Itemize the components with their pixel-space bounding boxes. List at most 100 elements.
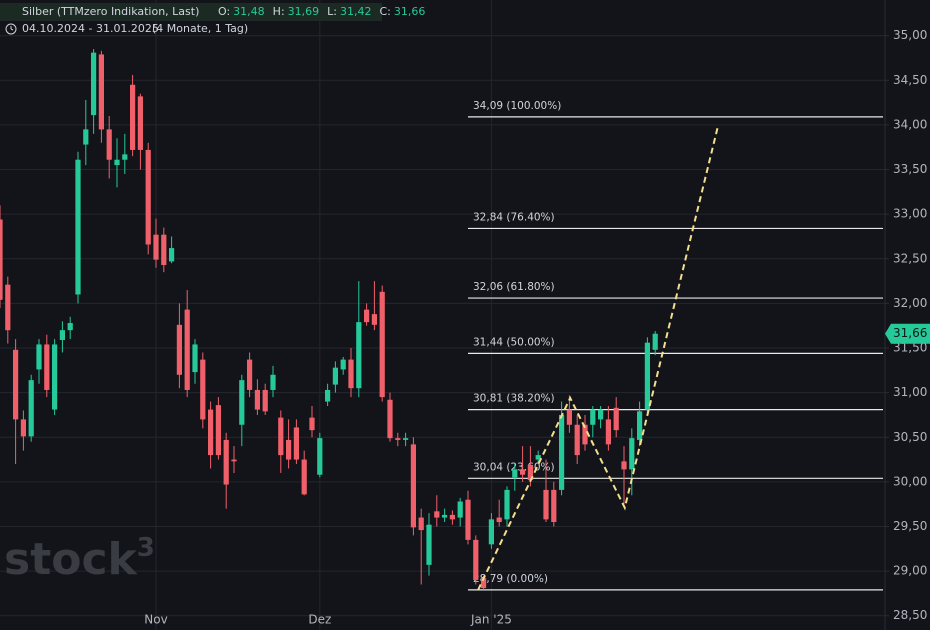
candle-body xyxy=(621,461,627,470)
candle-body xyxy=(457,501,463,518)
candle-body xyxy=(403,438,409,440)
candle-body xyxy=(543,489,549,520)
candle-body xyxy=(98,54,104,130)
candle-body xyxy=(215,405,221,456)
ohlc-value: 31,69 xyxy=(288,5,320,18)
header-bg xyxy=(0,3,382,21)
candle-body xyxy=(13,349,19,420)
candle-body xyxy=(270,374,276,390)
y-tick-label: 32,00 xyxy=(893,296,927,310)
fib-label: 30,81 (38.20%) xyxy=(473,393,555,405)
candle-body xyxy=(122,154,128,160)
candle-body xyxy=(395,438,401,440)
watermark-sup: 3 xyxy=(137,533,155,563)
candle-body xyxy=(629,438,635,470)
x-tick-label: Jan '25 xyxy=(470,613,512,627)
candle-body xyxy=(551,489,557,523)
last-price-label: 31,66 xyxy=(893,326,927,340)
last-price-tag xyxy=(885,323,930,344)
x-tick-label: Dez xyxy=(308,613,331,627)
y-tick-label: 33,50 xyxy=(893,162,927,176)
candle-body xyxy=(449,514,455,520)
candle-body xyxy=(169,248,175,262)
ohlc-key: O: xyxy=(218,5,230,18)
y-tick-label: 33,00 xyxy=(893,207,927,221)
candle-body xyxy=(153,234,159,260)
candle-body xyxy=(52,344,58,410)
candle-body xyxy=(176,324,182,375)
candle-body xyxy=(613,407,619,431)
candle-body xyxy=(231,459,237,462)
candle-body xyxy=(75,159,81,295)
y-tick-label: 30,50 xyxy=(893,430,927,444)
candle-body xyxy=(223,439,229,485)
plot: 34,09 (100.00%) 32,84 (76.40%) 32,06 (61.8… xyxy=(0,49,883,591)
fib-label: 28,79 (0.00%) xyxy=(473,573,548,585)
y-tick-label: 31,00 xyxy=(893,385,927,399)
candle-body xyxy=(465,499,471,540)
candle-body xyxy=(512,469,518,478)
candle-body xyxy=(325,389,331,402)
candle-body xyxy=(574,424,580,456)
candle-body xyxy=(36,344,42,370)
ohlc-value: 31,48 xyxy=(233,5,265,18)
candle-body xyxy=(145,149,151,245)
fib-label: 32,84 (76.40%) xyxy=(473,211,555,223)
y-tick-label: 34,00 xyxy=(893,117,927,131)
candle-body xyxy=(161,234,167,266)
candle-body xyxy=(130,84,136,150)
fib-label: 34,09 (100.00%) xyxy=(473,100,561,112)
y-tick-label: 29,00 xyxy=(893,564,927,578)
candle-body xyxy=(598,409,604,420)
candle-body xyxy=(371,314,377,325)
candle-body xyxy=(442,514,448,518)
candle-body xyxy=(473,539,479,581)
candle-body xyxy=(59,330,65,340)
ohlc-value: 31,42 xyxy=(340,5,372,18)
y-tick-label: 29,50 xyxy=(893,519,927,533)
candle-body xyxy=(566,409,572,425)
candle-body xyxy=(200,359,206,420)
candle-body xyxy=(527,464,533,481)
candle-body xyxy=(434,511,440,518)
fib-label: 30,04 (23.60%) xyxy=(473,461,555,473)
candle-body xyxy=(0,219,3,300)
y-tick-label: 34,50 xyxy=(893,73,927,87)
candle-body xyxy=(496,517,502,523)
candle-body xyxy=(286,439,292,460)
candle-body xyxy=(20,419,26,437)
candle-body xyxy=(239,380,245,425)
candle-body xyxy=(364,309,370,323)
candle-body xyxy=(262,389,268,412)
candle-body xyxy=(83,129,89,145)
candle-body xyxy=(652,333,658,350)
watermark-text: stock3 xyxy=(4,533,155,586)
candle-body xyxy=(488,519,494,545)
watermark: stock3 xyxy=(4,533,155,586)
candle-body xyxy=(379,291,385,398)
y-tick-label: 35,00 xyxy=(893,28,927,42)
candle-body xyxy=(520,469,526,475)
candle-body xyxy=(278,417,284,456)
candle-body xyxy=(44,344,50,390)
date-range: 04.10.2024 - 31.01.2025 xyxy=(22,22,159,35)
candle-body xyxy=(481,578,487,589)
y-tick-label: 28,50 xyxy=(893,608,927,622)
candle-body xyxy=(184,309,190,390)
ohlc-key: H: xyxy=(273,5,285,18)
instrument: Silber (TTMzero Indikation, Last) xyxy=(22,5,199,18)
candle-body xyxy=(208,409,214,456)
candle-body xyxy=(605,419,611,445)
candle-body xyxy=(137,96,143,150)
candle-body xyxy=(254,389,260,410)
candle-body xyxy=(637,411,643,440)
y-tick-label: 30,00 xyxy=(893,474,927,488)
fib-label: 31,44 (50.00%) xyxy=(473,336,555,348)
candle-body xyxy=(114,159,120,166)
candle-body xyxy=(192,344,198,373)
watermark-word: stock xyxy=(4,534,139,585)
candle-body xyxy=(356,322,362,389)
candle-body xyxy=(247,359,253,390)
